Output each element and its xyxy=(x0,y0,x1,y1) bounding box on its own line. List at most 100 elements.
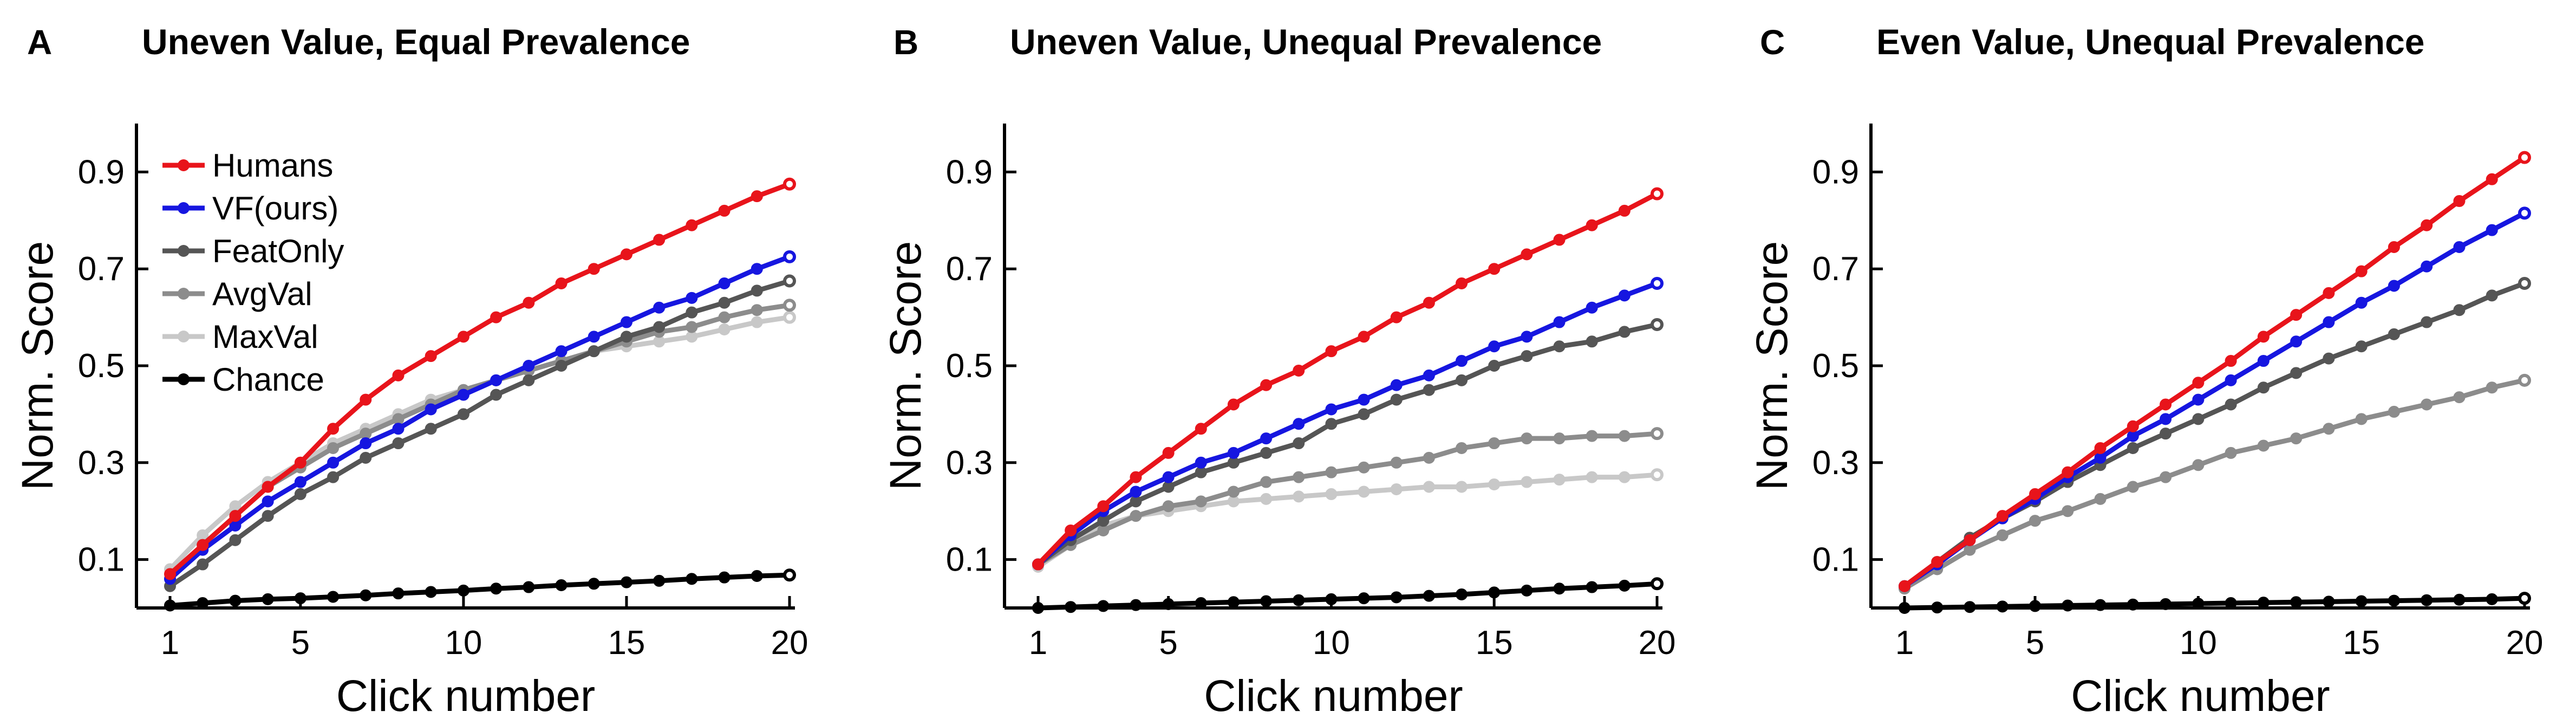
data-point xyxy=(2290,596,2303,609)
data-point xyxy=(523,581,535,593)
data-point xyxy=(197,558,209,571)
y-axis-label: Norm. Score xyxy=(1747,241,1797,490)
data-point xyxy=(1358,393,1370,406)
data-point xyxy=(1488,263,1501,275)
data-point xyxy=(2225,398,2237,411)
data-point xyxy=(1553,234,1566,246)
data-point xyxy=(653,574,666,587)
x-axis-label: Click number xyxy=(336,671,595,721)
data-point xyxy=(1325,488,1338,500)
data-point xyxy=(1293,418,1305,430)
legend-item: Chance xyxy=(162,361,324,398)
data-point xyxy=(1618,204,1631,217)
data-point xyxy=(1130,599,1142,611)
data-point xyxy=(1162,598,1175,610)
data-point xyxy=(327,456,340,469)
x-tick-label: 10 xyxy=(2180,624,2217,662)
data-point xyxy=(2192,459,2205,471)
data-point xyxy=(262,495,274,508)
data-point xyxy=(1032,558,1044,571)
data-point xyxy=(686,292,698,304)
data-point xyxy=(2518,373,2531,387)
data-point xyxy=(620,331,632,343)
y-tick-label: 0.3 xyxy=(1812,444,1859,482)
data-point xyxy=(1162,500,1175,513)
data-point xyxy=(294,476,306,488)
legend-item: Humans xyxy=(162,147,333,184)
y-axis-label: Norm. Score xyxy=(881,241,930,490)
data-point xyxy=(1423,451,1435,464)
data-point xyxy=(1488,340,1501,353)
data-point xyxy=(2257,331,2270,343)
data-point xyxy=(490,311,503,323)
data-point xyxy=(2355,595,2368,607)
data-point xyxy=(1293,490,1305,503)
data-point xyxy=(2094,599,2107,611)
data-point xyxy=(1325,466,1338,478)
y-tick-label: 0.3 xyxy=(946,444,993,482)
data-point xyxy=(2062,599,2074,612)
series-line-featonly xyxy=(1036,322,1658,567)
legend-label: MaxVal xyxy=(212,319,318,355)
x-tick-label: 5 xyxy=(291,624,310,662)
data-point xyxy=(2421,398,2433,411)
data-point xyxy=(783,299,796,312)
data-point xyxy=(686,321,698,333)
series-line-featonly xyxy=(1903,281,2526,588)
data-point xyxy=(523,296,535,309)
data-point xyxy=(2192,413,2205,425)
data-point xyxy=(262,510,274,522)
data-point xyxy=(1358,461,1370,474)
data-point xyxy=(262,593,274,605)
data-point xyxy=(751,190,763,203)
panel-letter: A xyxy=(27,23,52,62)
data-point xyxy=(1618,326,1631,338)
legend-item: VF(ours) xyxy=(162,190,338,226)
data-point xyxy=(1423,481,1435,493)
data-point xyxy=(1456,355,1468,367)
legend-label: AvgVal xyxy=(212,276,312,312)
data-point xyxy=(751,263,763,275)
data-point xyxy=(1553,340,1566,353)
data-point xyxy=(1162,446,1175,459)
data-point xyxy=(360,437,372,450)
data-point xyxy=(1423,369,1435,381)
data-point xyxy=(2062,466,2074,478)
x-axis-label: Click number xyxy=(1204,671,1463,721)
legend-swatch-marker xyxy=(178,245,190,257)
x-tick-label: 1 xyxy=(1029,624,1047,662)
data-point xyxy=(1358,486,1370,498)
data-point xyxy=(2355,265,2368,277)
data-point xyxy=(1456,481,1468,493)
data-point xyxy=(2323,595,2335,608)
legend-label: Humans xyxy=(212,147,333,184)
data-point xyxy=(392,587,405,600)
legend-item: FeatOnly xyxy=(162,233,344,269)
data-point xyxy=(588,578,600,590)
data-point xyxy=(1899,580,1910,592)
data-point xyxy=(1521,476,1533,488)
data-point xyxy=(1553,432,1566,445)
data-point xyxy=(2192,597,2205,610)
y-axis-label: Norm. Score xyxy=(13,241,62,490)
data-point xyxy=(2518,592,2531,605)
data-point xyxy=(2453,391,2466,404)
data-point xyxy=(1618,471,1631,483)
data-point xyxy=(1293,364,1305,377)
data-point xyxy=(620,248,632,261)
data-point xyxy=(1553,474,1566,486)
data-point xyxy=(327,442,340,454)
data-point xyxy=(425,586,437,598)
data-point xyxy=(1618,579,1631,592)
legend-swatch-marker xyxy=(178,288,190,300)
series-humans xyxy=(1899,151,2531,592)
data-point xyxy=(1521,584,1533,597)
data-point xyxy=(1964,534,1976,546)
data-point xyxy=(523,374,535,386)
data-point xyxy=(555,579,568,591)
chart-panel-c: C Even Value, Unequal Prevalence 0.1 0.3 0.5… xyxy=(1747,22,2543,721)
data-point xyxy=(457,389,469,401)
data-point xyxy=(2486,224,2498,236)
data-point xyxy=(2290,432,2303,445)
